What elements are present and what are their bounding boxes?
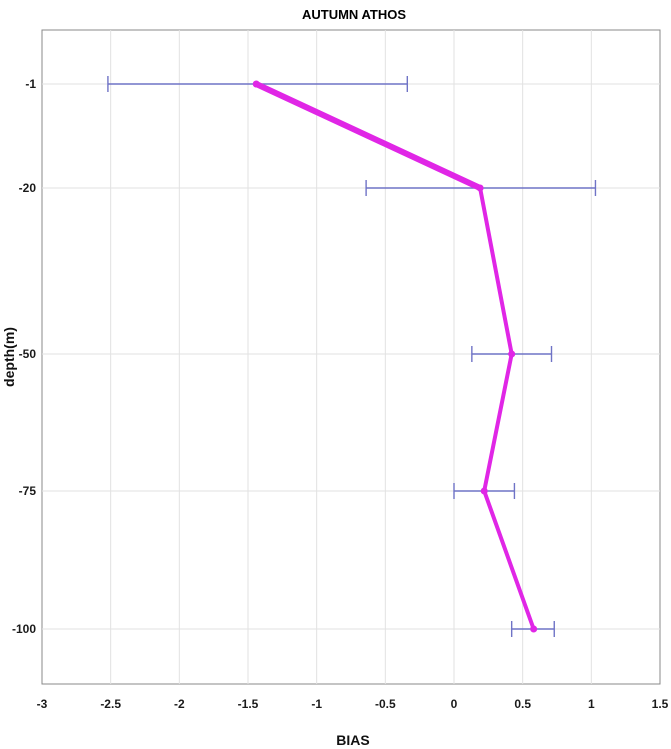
series-line-segment <box>478 186 514 356</box>
x-tick-label: -1.5 <box>238 697 259 711</box>
x-axis-label: BIAS <box>336 732 369 748</box>
x-tick-label: 0 <box>451 697 458 711</box>
data-point <box>530 625 538 633</box>
series-line-segment <box>482 352 514 493</box>
tick-labels: -3 -2.5 -2 -1.5 -1 -0.5 0 0.5 1 1.5 -1 -20 -50 -75 -10… <box>12 77 669 711</box>
x-tick-label: -2.5 <box>100 697 121 711</box>
y-tick-label: -75 <box>19 484 37 498</box>
y-tick-label: -1 <box>25 77 36 91</box>
data-point <box>252 80 260 88</box>
x-tick-label: -3 <box>37 697 48 711</box>
data-point <box>480 487 488 495</box>
x-tick-label: 0.5 <box>514 697 531 711</box>
series <box>252 80 538 633</box>
x-tick-label: -0.5 <box>375 697 396 711</box>
x-tick-label: -1 <box>311 697 322 711</box>
data-point <box>508 350 516 358</box>
series-line-segment <box>253 81 484 191</box>
data-point <box>476 184 484 192</box>
plot-area <box>41 29 661 685</box>
y-tick-label: -100 <box>12 622 36 636</box>
x-tick-label: 1 <box>588 697 595 711</box>
series-line-segment <box>482 489 536 631</box>
y-tick-label: -50 <box>19 347 37 361</box>
x-tick-label: 1.5 <box>652 697 669 711</box>
x-tick-label: -2 <box>174 697 185 711</box>
y-axis-label: depth(m) <box>1 327 17 387</box>
y-tick-label: -20 <box>19 181 37 195</box>
chart-title: AUTUMN ATHOS <box>302 7 406 22</box>
